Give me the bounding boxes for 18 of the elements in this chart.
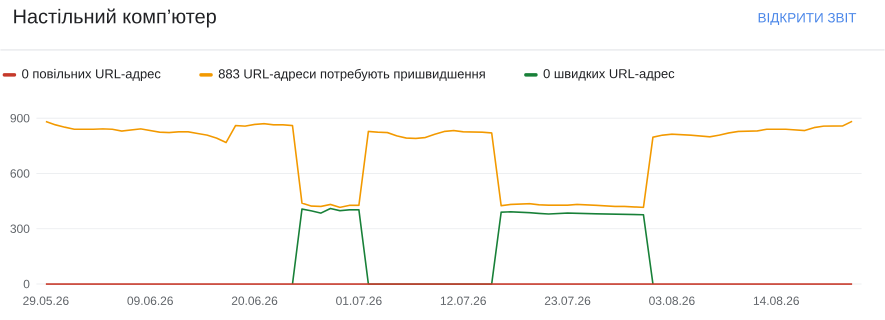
x-tick-label: 23.07.26 xyxy=(544,296,590,306)
text: ВІДКРИТИ ЗВІТ xyxy=(758,13,856,26)
y-tick-label: 900 xyxy=(10,114,30,123)
x-tick-label: 20.06.26 xyxy=(232,296,278,306)
line-series xyxy=(45,120,853,208)
y-tick-label: 600 xyxy=(10,169,30,178)
y-tick-label: 0 xyxy=(24,280,30,288)
x-tick-label: 09.06.26 xyxy=(127,296,173,306)
x-tick-label: 14.08.26 xyxy=(754,296,799,306)
legend-label: 0 швидких URL-адрес xyxy=(544,69,674,81)
legend-label: 0 повільних URL-адрес xyxy=(22,69,160,82)
x-tick-label: 01.07.26 xyxy=(336,296,382,306)
chart-title: Настільний комп’ютер xyxy=(14,8,216,28)
legend-label: 883 URL-адреси потребують пришвидшення xyxy=(218,68,485,82)
x-tick-label: 12.07.26 xyxy=(440,296,486,306)
x-tick-label: 29.05.26 xyxy=(23,296,69,306)
y-tick-label: 300 xyxy=(10,224,30,234)
x-tick-label: 03.08.26 xyxy=(649,296,695,306)
